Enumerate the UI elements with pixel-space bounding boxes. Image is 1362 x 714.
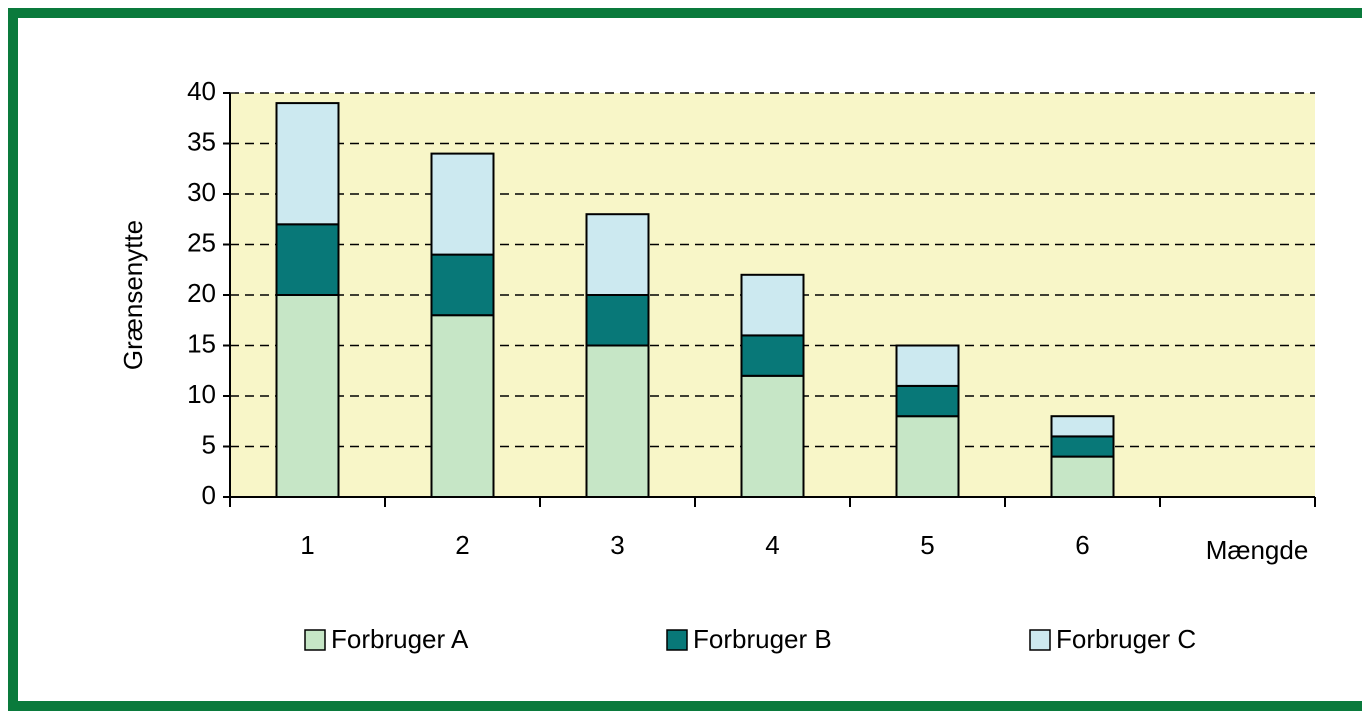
y-tick-label: 5 — [202, 429, 216, 459]
bar-segment — [740, 374, 805, 498]
bar-segment — [895, 384, 960, 418]
y-axis-label: Grænsenytte — [118, 220, 148, 370]
legend-label: Forbruger C — [1056, 624, 1196, 654]
y-tick-label: 10 — [187, 379, 216, 409]
bar-segment — [585, 294, 650, 347]
y-tick-label: 25 — [187, 227, 216, 257]
bar-segment — [740, 334, 805, 377]
legend-swatch — [1029, 629, 1051, 651]
y-tick-label: 20 — [187, 278, 216, 308]
bar-segment — [275, 102, 340, 226]
bar-segment — [275, 294, 340, 498]
bar-segment — [585, 213, 650, 296]
bar-segment — [895, 344, 960, 387]
y-tick-label: 35 — [187, 126, 216, 156]
bar-segment — [1050, 455, 1115, 499]
x-tick-label: 1 — [300, 530, 314, 560]
bar-segment — [430, 314, 495, 499]
y-tick-label: 30 — [187, 177, 216, 207]
legend-label: Forbruger A — [331, 624, 469, 654]
bar-segment — [430, 253, 495, 317]
bar-segment — [1050, 415, 1115, 438]
bar-segment — [1050, 435, 1115, 458]
bar-segment — [430, 152, 495, 256]
bar-segment — [740, 273, 805, 337]
x-tick-label: 4 — [765, 530, 779, 560]
x-axis-label: Mængde — [1206, 535, 1309, 565]
bar-segment — [585, 344, 650, 498]
legend-swatch — [304, 629, 326, 651]
bar-segment — [895, 415, 960, 499]
x-tick-label: 3 — [610, 530, 624, 560]
x-tick-label: 2 — [455, 530, 469, 560]
legend-swatch — [666, 629, 688, 651]
bar-segment — [275, 223, 340, 296]
x-tick-label: 5 — [920, 530, 934, 560]
y-tick-label: 40 — [187, 76, 216, 106]
legend-label: Forbruger B — [693, 624, 832, 654]
y-tick-label: 0 — [202, 480, 216, 510]
y-tick-label: 15 — [187, 328, 216, 358]
x-tick-label: 6 — [1075, 530, 1089, 560]
